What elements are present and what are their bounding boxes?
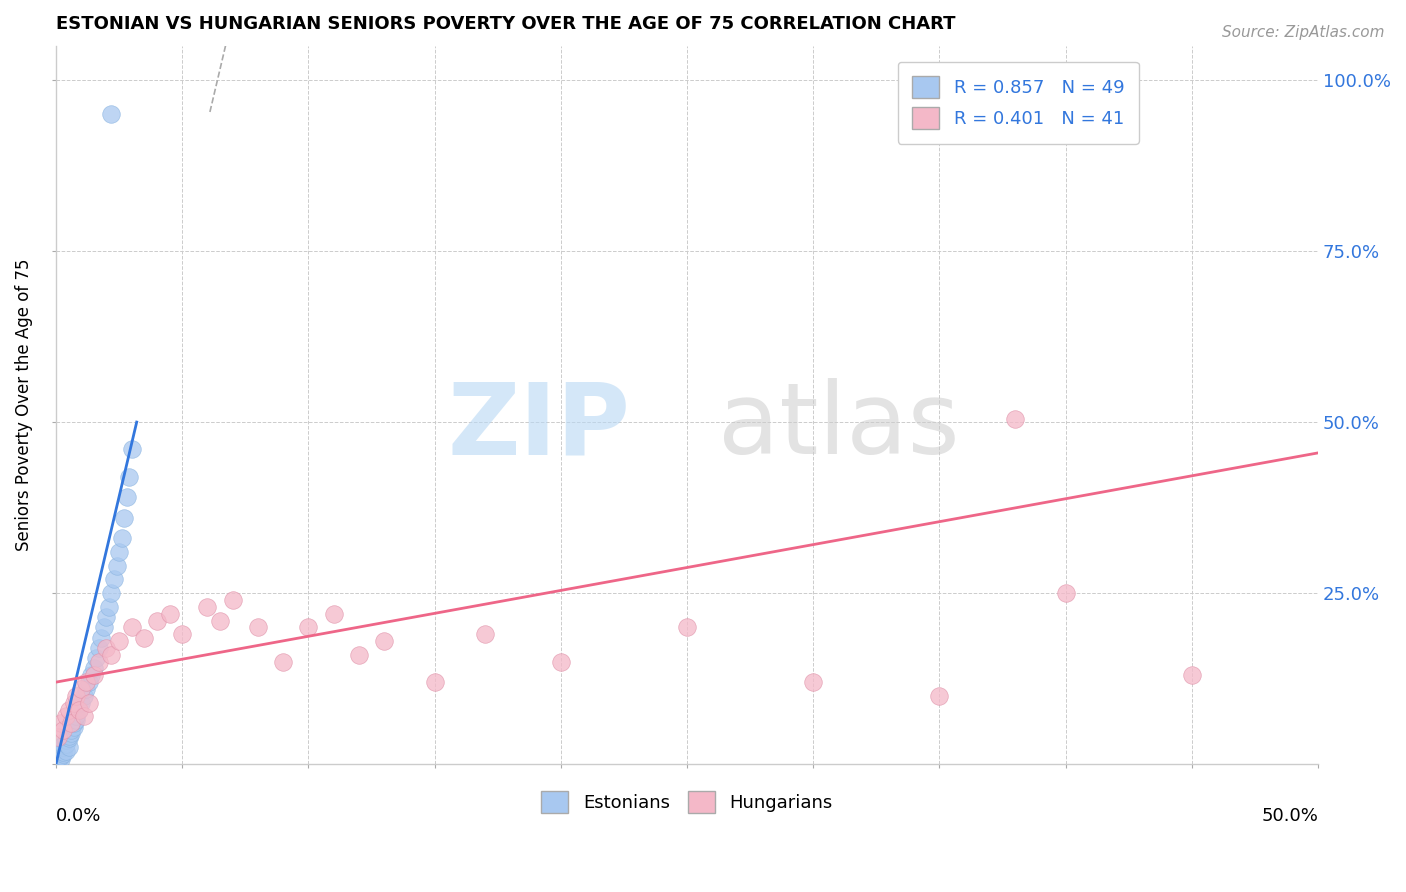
Point <box>103 573 125 587</box>
Point <box>172 627 194 641</box>
Legend: Estonians, Hungarians: Estonians, Hungarians <box>534 783 839 820</box>
Point <box>271 655 294 669</box>
Point <box>58 729 80 743</box>
Point <box>49 743 72 757</box>
Point <box>474 627 496 641</box>
Point <box>49 745 72 759</box>
Point <box>100 107 122 121</box>
Point <box>55 733 77 747</box>
Point <box>52 740 75 755</box>
Point <box>87 655 110 669</box>
Point <box>52 745 75 759</box>
Point <box>48 747 70 761</box>
Point <box>93 620 115 634</box>
Point <box>423 675 446 690</box>
Text: ESTONIAN VS HUNGARIAN SENIORS POVERTY OVER THE AGE OF 75 CORRELATION CHART: ESTONIAN VS HUNGARIAN SENIORS POVERTY OV… <box>56 15 956 33</box>
Point <box>58 731 80 746</box>
Point <box>65 689 87 703</box>
Point <box>49 742 72 756</box>
Point <box>48 750 70 764</box>
Point <box>1181 668 1204 682</box>
Point <box>146 614 169 628</box>
Point <box>65 709 87 723</box>
Point <box>550 655 572 669</box>
Point <box>48 730 70 744</box>
Point <box>373 634 395 648</box>
Point <box>134 631 156 645</box>
Point <box>49 752 72 766</box>
Point <box>118 470 141 484</box>
Point <box>70 681 93 696</box>
Point <box>221 593 243 607</box>
Point <box>52 747 75 761</box>
Point <box>1004 411 1026 425</box>
Point <box>108 545 131 559</box>
Point <box>55 743 77 757</box>
Point <box>80 668 103 682</box>
Point <box>83 661 105 675</box>
Point <box>48 752 70 766</box>
Point <box>115 491 138 505</box>
Point <box>75 675 97 690</box>
Point <box>676 620 699 634</box>
Point <box>96 610 118 624</box>
Point <box>347 648 370 662</box>
Text: ZIP: ZIP <box>447 378 630 475</box>
Point <box>297 620 319 634</box>
Point <box>60 723 83 737</box>
Text: 0.0%: 0.0% <box>56 807 101 825</box>
Point <box>73 709 96 723</box>
Point <box>77 675 100 690</box>
Point <box>100 648 122 662</box>
Point <box>48 754 70 768</box>
Point <box>62 716 84 731</box>
Point <box>100 586 122 600</box>
Point <box>58 740 80 755</box>
Point <box>159 607 181 621</box>
Point <box>121 620 143 634</box>
Text: Source: ZipAtlas.com: Source: ZipAtlas.com <box>1222 25 1385 40</box>
Point <box>108 634 131 648</box>
Point <box>67 702 90 716</box>
Point <box>62 720 84 734</box>
Point <box>246 620 269 634</box>
Point <box>1054 586 1077 600</box>
Point <box>208 614 231 628</box>
Point <box>49 749 72 764</box>
Point <box>60 726 83 740</box>
Point <box>62 696 84 710</box>
Point <box>70 696 93 710</box>
Text: atlas: atlas <box>717 378 959 475</box>
Point <box>52 738 75 752</box>
Point <box>87 640 110 655</box>
Point <box>84 651 107 665</box>
Point <box>65 713 87 727</box>
Point <box>52 723 75 737</box>
Point <box>195 599 218 614</box>
Point <box>112 511 135 525</box>
Point <box>49 716 72 731</box>
Y-axis label: Seniors Poverty Over the Age of 75: Seniors Poverty Over the Age of 75 <box>15 259 32 551</box>
Point <box>121 442 143 457</box>
Point <box>60 716 83 731</box>
Point <box>77 696 100 710</box>
Point <box>105 558 128 573</box>
Point <box>97 599 120 614</box>
Point <box>928 689 950 703</box>
Point <box>322 607 344 621</box>
Point <box>55 709 77 723</box>
Point <box>75 681 97 696</box>
Text: 50.0%: 50.0% <box>1261 807 1319 825</box>
Point <box>73 689 96 703</box>
Point <box>55 737 77 751</box>
Point <box>58 702 80 716</box>
Point <box>96 640 118 655</box>
Point <box>48 749 70 764</box>
Point <box>801 675 824 690</box>
Point <box>83 668 105 682</box>
Point <box>110 532 132 546</box>
Point <box>67 702 90 716</box>
Point <box>90 631 112 645</box>
